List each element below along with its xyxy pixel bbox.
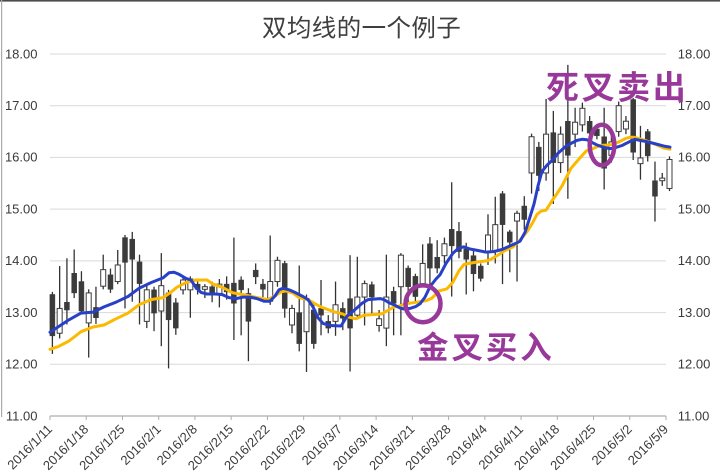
svg-text:13.00: 13.00 bbox=[678, 305, 711, 320]
svg-text:17.00: 17.00 bbox=[678, 98, 711, 113]
svg-text:15.00: 15.00 bbox=[5, 201, 38, 216]
svg-text:18.00: 18.00 bbox=[678, 46, 711, 61]
svg-text:16.00: 16.00 bbox=[678, 150, 711, 165]
svg-text:11.00: 11.00 bbox=[678, 408, 710, 423]
svg-text:14.00: 14.00 bbox=[678, 253, 711, 268]
svg-text:13.00: 13.00 bbox=[5, 305, 38, 320]
svg-text:17.00: 17.00 bbox=[5, 98, 38, 113]
svg-text:16.00: 16.00 bbox=[5, 150, 38, 165]
svg-text:12.00: 12.00 bbox=[5, 357, 38, 372]
svg-text:12.00: 12.00 bbox=[678, 357, 711, 372]
svg-text:11.00: 11.00 bbox=[6, 408, 38, 423]
svg-text:18.00: 18.00 bbox=[5, 46, 38, 61]
svg-text:14.00: 14.00 bbox=[5, 253, 38, 268]
svg-text:15.00: 15.00 bbox=[678, 201, 711, 216]
